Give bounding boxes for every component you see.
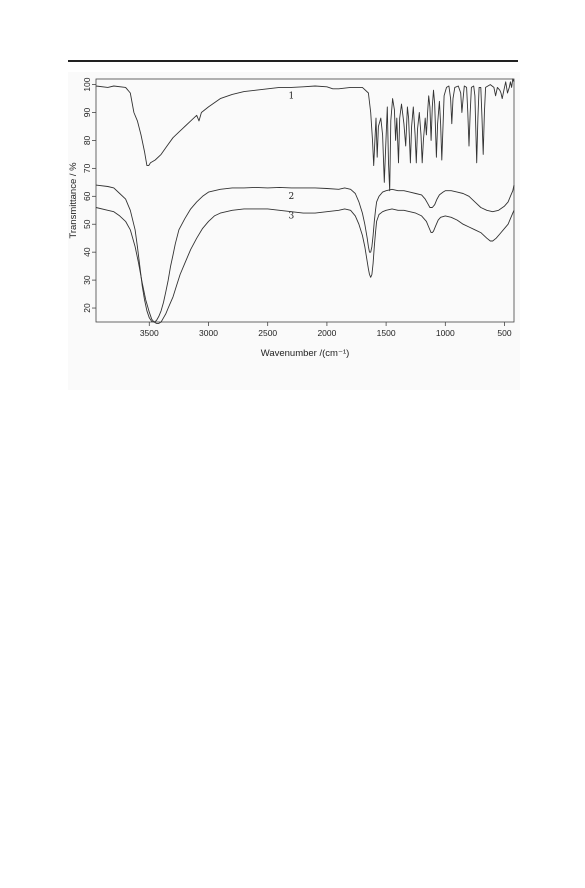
series-label-1: 1 (289, 92, 295, 102)
axis-ticks: 3500 3000 2500 2000 1500 1000 500 20 30 40 50 60 70 8… (82, 77, 512, 338)
page-header-rule (68, 60, 518, 62)
series-label-3: 3 (289, 212, 295, 222)
x-tick-label: 1500 (377, 328, 396, 338)
y-tick-label: 50 (82, 219, 92, 229)
figure-background (68, 72, 520, 390)
series-line-3 (95, 207, 515, 324)
series-line-1 (95, 78, 515, 192)
x-tick-label: 3000 (199, 328, 218, 338)
y-tick-label: 40 (82, 247, 92, 257)
y-axis-title: Transmittance / % (68, 162, 79, 239)
y-tick-label: 30 (82, 275, 92, 285)
y-tick-label: 100 (82, 77, 92, 91)
series-labels: 1 2 3 (289, 92, 295, 222)
x-tick-label: 2500 (258, 328, 277, 338)
y-tick-label: 60 (82, 191, 92, 201)
x-tick-label: 500 (497, 328, 511, 338)
y-tick-label: 80 (82, 135, 92, 145)
series-line-2 (95, 184, 515, 323)
series-lines (95, 78, 515, 324)
plot-area-border (95, 78, 515, 323)
series-label-2: 2 (289, 192, 295, 202)
y-tick-label: 70 (82, 163, 92, 173)
plot-frame (95, 78, 515, 323)
x-tick-label: 1000 (436, 328, 455, 338)
y-tick-label: 20 (82, 303, 92, 313)
y-tick-label: 90 (82, 108, 92, 118)
x-tick-label: 3500 (140, 328, 159, 338)
x-axis-title: Wavenumber /(cm⁻¹) (261, 348, 350, 359)
x-tick-label: 2000 (317, 328, 336, 338)
